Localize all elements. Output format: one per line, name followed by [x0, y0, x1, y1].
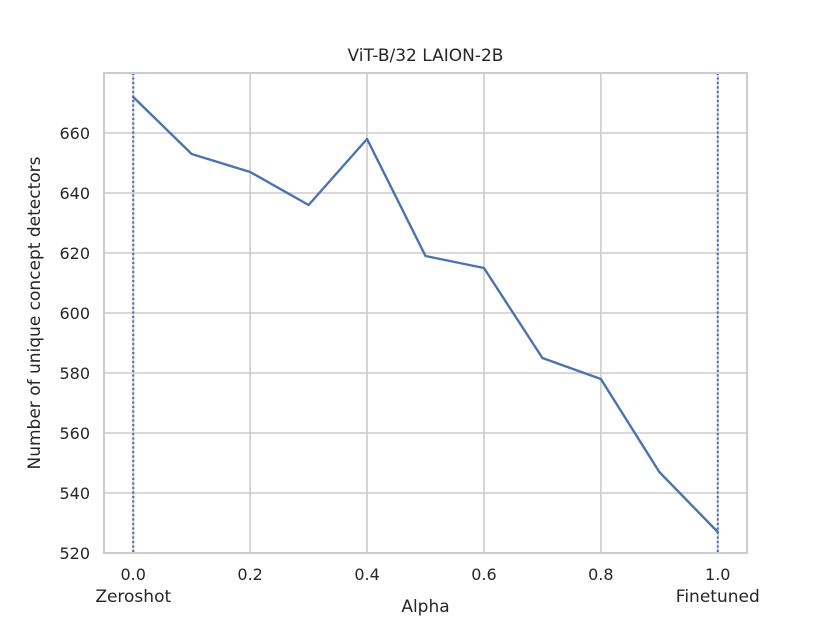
x-tick-label: 0.4: [354, 565, 379, 584]
y-axis-ticks: 520 540 560 580 600 620 640 660: [59, 124, 90, 563]
y-tick-label: 580: [59, 364, 90, 383]
plot-frame: [103, 72, 748, 554]
y-tick-label: 660: [59, 124, 90, 143]
x-tick-label: 0.8: [588, 565, 613, 584]
x-annotation-label: Zeroshot: [95, 587, 171, 607]
x-tick-label: 0.2: [237, 565, 262, 584]
y-tick-label: 600: [59, 304, 90, 323]
series-group: [132, 95, 719, 534]
y-tick-label: 640: [59, 184, 90, 203]
x-tick-label: 0.0: [121, 565, 146, 584]
x-annotation-label: Finetuned: [676, 587, 760, 607]
y-tick-label: 560: [59, 424, 90, 443]
y-axis-label: Number of unique concept detectors: [25, 156, 45, 469]
y-tick-label: 620: [59, 244, 90, 263]
series-line: [132, 95, 719, 534]
x-axis-label: Alpha: [401, 597, 449, 617]
y-tick-label: 520: [59, 544, 90, 563]
x-tick-label: 0.6: [471, 565, 496, 584]
grid: [104, 73, 747, 554]
y-tick-label: 540: [59, 484, 90, 503]
chart-title: ViT-B/32 LAION-2B: [348, 46, 504, 66]
x-axis-ticks: 0.0 0.2 0.4 0.6 0.8 1.0: [121, 565, 731, 584]
reference-lines: [132, 73, 719, 553]
x-tick-label: 1.0: [705, 565, 730, 584]
x-annotations: Zeroshot Finetuned: [95, 587, 759, 607]
